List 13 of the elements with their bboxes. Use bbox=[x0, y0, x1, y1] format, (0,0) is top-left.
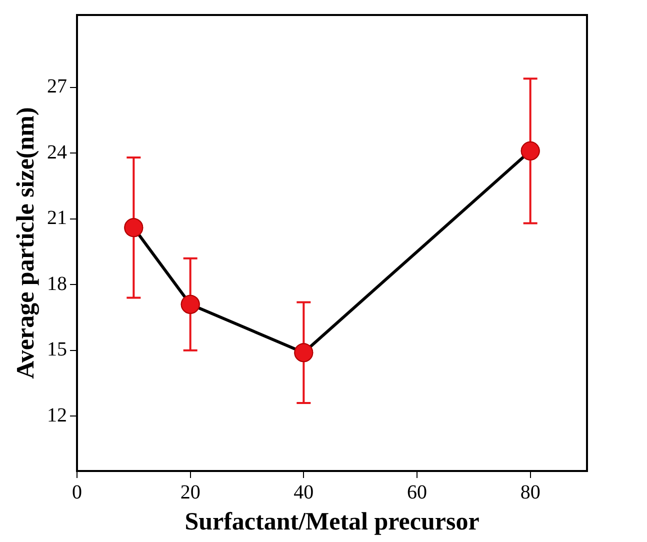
x-axis-title: Surfactant/Metal precursor bbox=[184, 508, 480, 536]
x-tick-label: 20 bbox=[180, 481, 200, 504]
x-tick-label: 60 bbox=[407, 481, 427, 504]
y-tick-label: 18 bbox=[47, 272, 67, 295]
y-tick-label: 21 bbox=[47, 207, 67, 230]
x-tick-label: 0 bbox=[72, 481, 82, 504]
y-tick-label: 27 bbox=[47, 76, 67, 98]
y-tick-label: 12 bbox=[47, 404, 67, 426]
x-tick-label: 80 bbox=[520, 481, 540, 504]
y-tick-label: 15 bbox=[47, 338, 67, 361]
y-axis-title: Average particle size(nm) bbox=[12, 107, 40, 379]
y-tick-label: 24 bbox=[47, 141, 67, 164]
x-tick-label: 40 bbox=[294, 481, 314, 504]
